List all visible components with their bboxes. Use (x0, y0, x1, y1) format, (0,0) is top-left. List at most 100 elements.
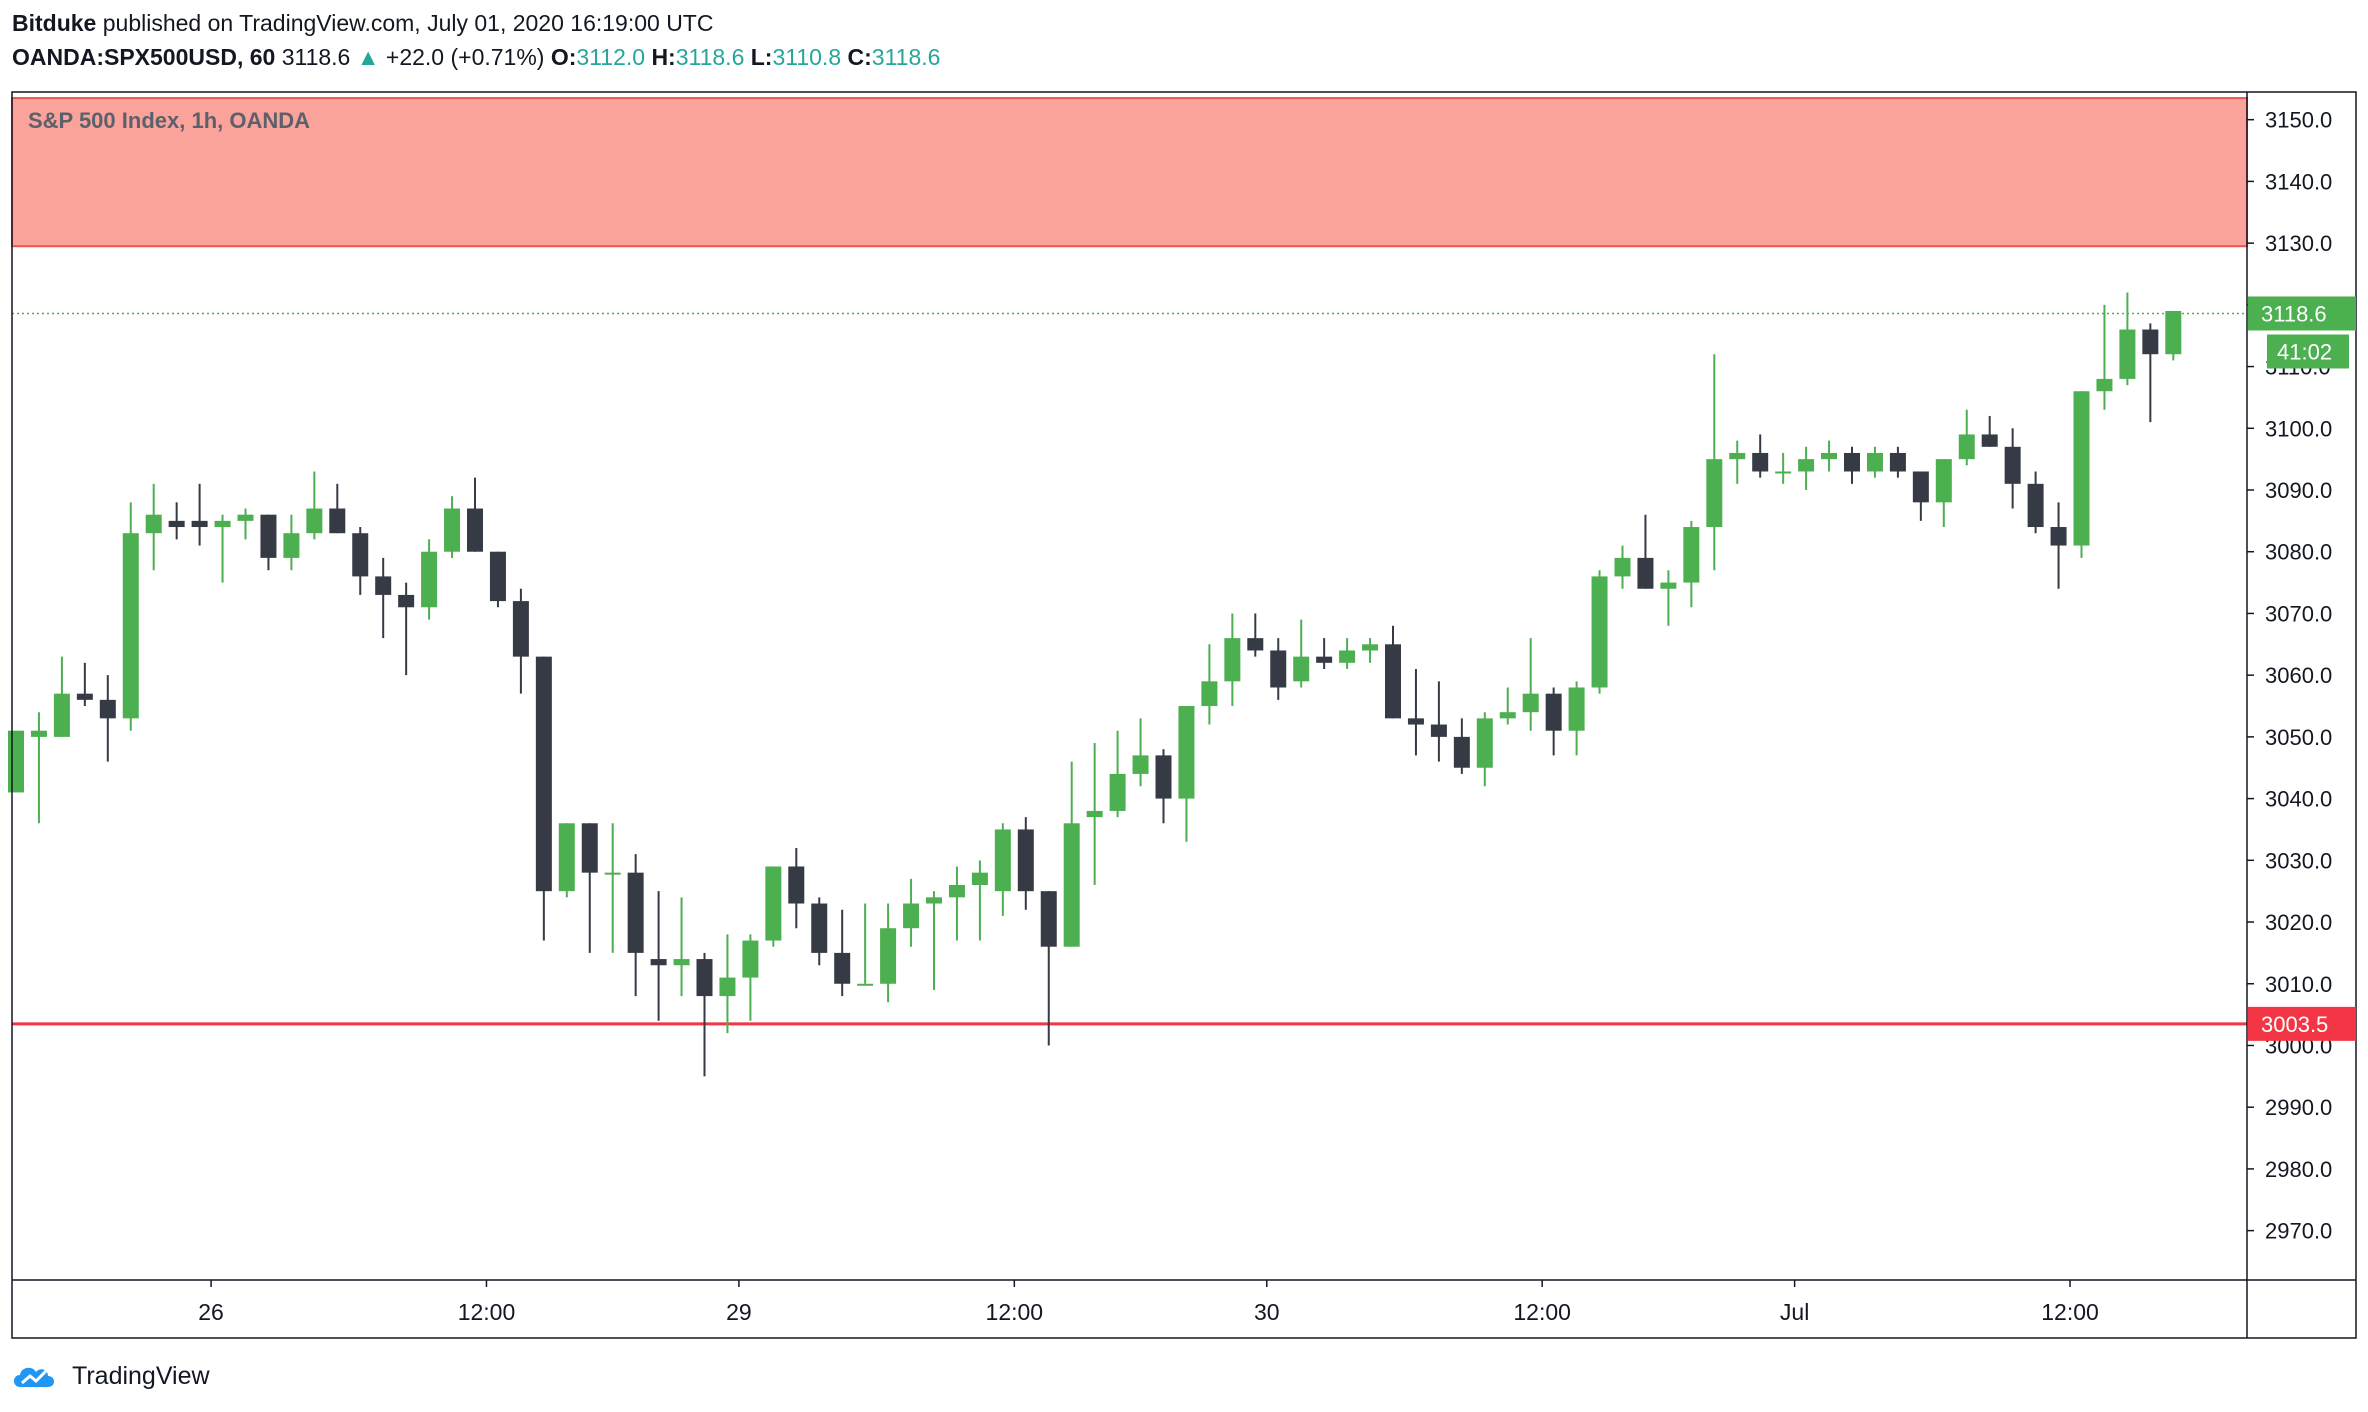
candle-body[interactable] (1545, 693, 1562, 731)
candle-body[interactable] (306, 508, 323, 534)
candle[interactable] (2142, 323, 2159, 423)
candle[interactable] (398, 582, 415, 676)
candle[interactable] (1017, 817, 1034, 910)
candle-body[interactable] (1017, 829, 1034, 892)
candle-body[interactable] (214, 520, 231, 528)
candle[interactable] (1545, 687, 1562, 756)
candle-body[interactable] (1844, 452, 1860, 472)
candle[interactable] (1224, 613, 1241, 707)
candle-body[interactable] (696, 959, 713, 997)
candle[interactable] (994, 823, 1011, 916)
candle[interactable] (1798, 446, 1815, 490)
candle-body[interactable] (627, 872, 644, 953)
candle-body[interactable] (2142, 329, 2159, 355)
candle[interactable] (467, 477, 483, 552)
candle[interactable] (329, 483, 346, 534)
candle[interactable] (1775, 452, 1792, 484)
candle-body[interactable] (1821, 452, 1838, 460)
candle-body[interactable] (535, 656, 552, 892)
candle-body[interactable] (719, 977, 736, 997)
candle[interactable] (1385, 625, 1401, 719)
candle[interactable] (1316, 638, 1333, 669)
candle-body[interactable] (421, 551, 438, 608)
author-name[interactable]: Bitduke (12, 10, 97, 36)
tradingview-logo-icon[interactable] (10, 1361, 66, 1391)
candle-body[interactable] (1614, 557, 1631, 577)
candle[interactable] (535, 656, 552, 941)
candle-body[interactable] (444, 508, 461, 552)
candle[interactable] (1339, 638, 1356, 669)
candle-body[interactable] (1362, 644, 1379, 651)
candle[interactable] (2004, 428, 2021, 509)
candle-body[interactable] (581, 823, 598, 873)
candle[interactable] (168, 502, 185, 540)
time-axis[interactable]: 26 12:00 29 12:00 30 12:00 Jul 12:00 (198, 1280, 2099, 1325)
candle[interactable] (1729, 440, 1746, 484)
candle[interactable] (926, 891, 942, 990)
candle-body[interactable] (489, 551, 506, 602)
candle[interactable] (1866, 446, 1883, 478)
candle[interactable] (53, 656, 70, 737)
candle[interactable] (650, 891, 667, 1021)
candle-body[interactable] (1889, 452, 1906, 472)
resistance-zone[interactable] (11, 97, 2248, 248)
candle[interactable] (191, 483, 208, 546)
candle[interactable] (1247, 613, 1264, 657)
candle-body[interactable] (1729, 452, 1746, 460)
candle[interactable] (971, 860, 988, 941)
candle-body[interactable] (191, 520, 208, 528)
candle-body[interactable] (903, 903, 920, 929)
candle[interactable] (857, 903, 874, 986)
candle-body[interactable] (1591, 576, 1608, 688)
candle[interactable] (76, 662, 93, 707)
candle[interactable] (1591, 570, 1608, 694)
candle[interactable] (1752, 434, 1769, 478)
candle[interactable] (1430, 681, 1447, 762)
candle[interactable] (489, 551, 506, 608)
candle-body[interactable] (1063, 823, 1080, 947)
candle[interactable] (2096, 304, 2113, 410)
candle[interactable] (558, 823, 575, 898)
candle[interactable] (1522, 638, 1539, 731)
candle-body[interactable] (329, 508, 346, 534)
candle-body[interactable] (2165, 311, 2182, 355)
candle-body[interactable] (948, 885, 965, 898)
candle-body[interactable] (811, 903, 828, 953)
candle[interactable] (2073, 391, 2090, 558)
candle-body[interactable] (53, 693, 70, 737)
candle-body[interactable] (994, 829, 1011, 892)
candle[interactable] (1407, 668, 1424, 756)
candle[interactable] (1086, 743, 1103, 885)
candle[interactable] (1912, 471, 1929, 521)
candle[interactable] (1132, 718, 1149, 787)
candle-body[interactable] (788, 866, 805, 904)
candle[interactable] (811, 897, 828, 966)
candle[interactable] (1293, 619, 1310, 688)
candle[interactable] (1637, 514, 1654, 589)
candle-body[interactable] (1040, 891, 1057, 947)
candle[interactable] (1109, 730, 1126, 818)
candle[interactable] (742, 934, 759, 1021)
candle[interactable] (948, 866, 965, 941)
candle-body[interactable] (1752, 452, 1769, 472)
candle[interactable] (2165, 311, 2182, 361)
candle[interactable] (1821, 440, 1838, 472)
candle-body[interactable] (145, 514, 162, 534)
candle[interactable] (2050, 502, 2067, 589)
candle[interactable] (1706, 354, 1723, 571)
candle-body[interactable] (604, 872, 621, 875)
candle-body[interactable] (1293, 656, 1310, 682)
candle[interactable] (421, 539, 438, 620)
candle-body[interactable] (673, 959, 690, 966)
candle-body[interactable] (237, 514, 254, 521)
candle[interactable] (375, 557, 392, 639)
candle[interactable] (1889, 446, 1906, 478)
price-axis[interactable]: 2970.02980.02990.03000.03010.03020.03030… (2247, 108, 2332, 1244)
candle-body[interactable] (8, 730, 24, 793)
candle-body[interactable] (1499, 712, 1516, 719)
candle-body[interactable] (1385, 644, 1401, 719)
candle-body[interactable] (352, 533, 369, 577)
candle-body[interactable] (1201, 681, 1218, 707)
candle-body[interactable] (76, 693, 93, 700)
